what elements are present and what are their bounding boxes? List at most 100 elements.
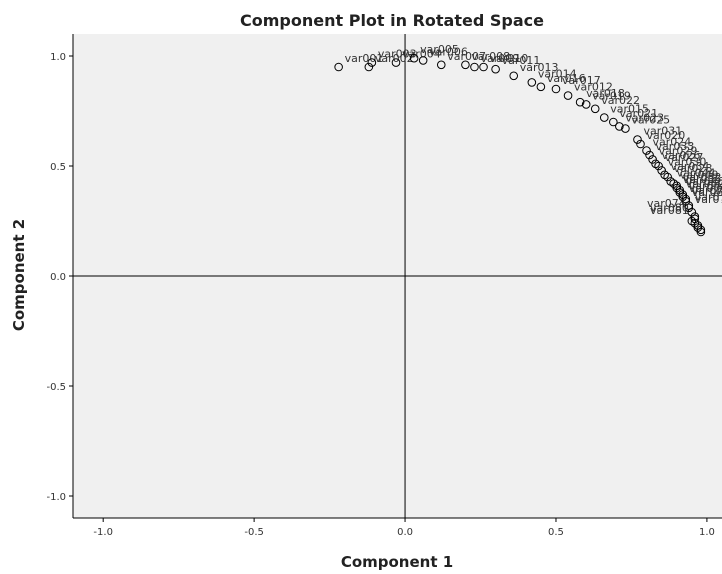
point-label: var013 — [520, 61, 559, 74]
point-label: var011 — [502, 54, 541, 67]
point-label: var022 — [601, 94, 640, 107]
data-point — [666, 177, 675, 186]
x-axis-ticks: -1.0 -0.5 0.0 0.5 1.0 — [93, 518, 715, 538]
point-label: var043 — [689, 180, 722, 193]
point-label: var017 — [562, 74, 601, 87]
point-label: var027 — [665, 151, 704, 164]
point-label: var034 — [671, 160, 710, 173]
point-label: var028 — [674, 162, 713, 175]
point-label: var035 — [683, 173, 722, 186]
point-label: var007 — [447, 50, 486, 63]
data-point — [536, 82, 546, 92]
point-label: var019 — [592, 89, 631, 102]
x-tick-label: 0.5 — [548, 527, 564, 538]
data-point — [696, 227, 706, 237]
data-point — [675, 188, 685, 197]
point-label: var024 — [653, 136, 692, 149]
point-label: var031 — [643, 125, 682, 138]
data-point — [651, 159, 660, 169]
point-label: var030 — [668, 155, 707, 168]
data-point — [590, 104, 600, 114]
data-point — [693, 223, 703, 232]
data-point — [563, 91, 573, 100]
point-label: var006 — [429, 45, 468, 58]
data-point — [654, 161, 663, 171]
data-point — [615, 122, 624, 131]
data-point — [609, 117, 618, 127]
point-label: var046 — [686, 175, 722, 188]
data-point — [479, 62, 488, 72]
x-tick-label: 1.0 — [699, 527, 715, 538]
data-point — [409, 53, 419, 63]
data-point — [690, 212, 700, 221]
point-label: var002 — [375, 52, 414, 65]
data-point — [364, 62, 374, 72]
data-point — [696, 225, 706, 235]
data-point — [621, 124, 630, 133]
data-point — [581, 100, 591, 109]
data-point — [418, 56, 428, 65]
data-point — [527, 78, 537, 87]
data-point — [509, 71, 519, 81]
data-point — [491, 64, 500, 74]
point-label: var003 — [378, 48, 417, 61]
point-label: var016 — [547, 72, 586, 85]
point-label: var078 — [695, 191, 722, 204]
data-point — [645, 150, 654, 160]
point-label: var020 — [646, 129, 685, 142]
data-point — [669, 179, 679, 188]
point-label: var07 — [692, 184, 722, 197]
point-label: var001 — [345, 52, 384, 65]
data-point — [648, 155, 657, 164]
x-tick-label: -0.5 — [244, 527, 264, 538]
point-label: var080 — [650, 202, 689, 215]
data-point — [663, 172, 672, 182]
point-label: var015 — [610, 103, 649, 116]
y-axis-ticks: 1.0 0.5 0.0 -0.5 -1.0 — [46, 52, 73, 503]
point-label: var004 — [402, 48, 441, 61]
y-tick-label: 1.0 — [50, 52, 66, 63]
data-point — [575, 97, 585, 107]
data-point — [684, 203, 694, 213]
y-axis-title: Component 2 — [10, 219, 28, 331]
y-tick-label: -0.5 — [46, 382, 66, 393]
x-tick-label: 0.0 — [397, 527, 413, 538]
point-label: var018 — [586, 87, 625, 100]
point-label: var066 — [692, 186, 722, 199]
data-point — [461, 60, 470, 70]
data-point — [470, 62, 479, 72]
point-label: var005 — [420, 43, 459, 56]
data-point — [672, 183, 682, 193]
data-point — [657, 166, 666, 175]
chart-title: Component Plot in Rotated Space — [240, 11, 544, 30]
data-point — [678, 192, 688, 202]
data-point — [687, 216, 697, 226]
point-label: var008 — [471, 50, 510, 63]
point-label: var014 — [538, 67, 577, 80]
data-point — [391, 58, 401, 67]
y-tick-label: -1.0 — [46, 492, 66, 503]
point-label: var012 — [574, 81, 613, 94]
data-point — [436, 60, 446, 70]
point-label: var044 — [677, 166, 716, 179]
point-label: var026 — [662, 149, 701, 162]
point-label: var029 — [659, 144, 698, 157]
data-point — [551, 84, 561, 94]
point-label: var021 — [619, 107, 658, 120]
point-label: var025 — [631, 114, 670, 127]
y-tick-label: 0.0 — [50, 272, 66, 283]
data-points: var001var002var003var004var005var006var0… — [334, 43, 722, 237]
point-label: var049 — [680, 169, 719, 182]
point-label: var023 — [625, 111, 664, 124]
data-point — [599, 113, 609, 122]
point-label: var076 — [689, 182, 722, 195]
data-point — [642, 146, 651, 155]
point-label: var033 — [656, 140, 695, 153]
data-point — [660, 170, 669, 180]
data-point — [633, 135, 642, 144]
point-label: var081 — [650, 204, 689, 217]
point-label: var074 — [647, 197, 686, 210]
data-point — [690, 218, 700, 228]
data-point — [334, 62, 343, 72]
